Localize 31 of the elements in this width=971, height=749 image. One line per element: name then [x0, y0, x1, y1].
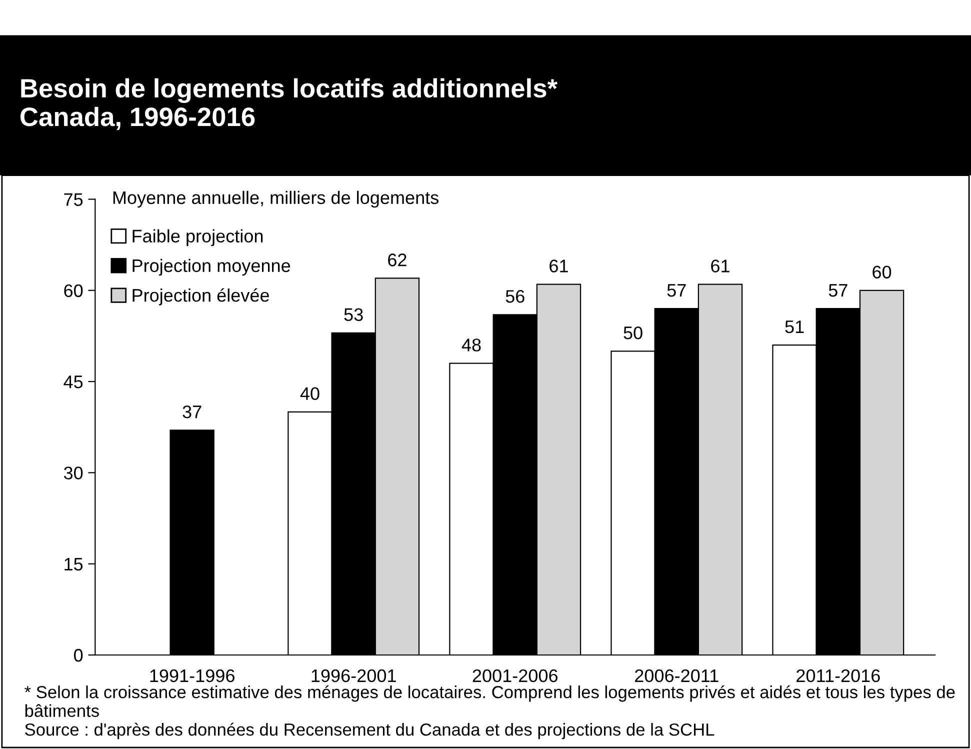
x-tick-label: 1996-2001: [312, 669, 396, 682]
y-tick-label: 0: [74, 648, 83, 662]
data-label: 40: [300, 387, 320, 400]
chart-title: Besoin de logements locatifs additionnels* Canada, 1996-2016: [20, 78, 558, 130]
data-label: 50: [624, 326, 642, 340]
y-axis-title: Moyenne annuelle, milliers de logements: [113, 190, 438, 208]
data-label: 48: [462, 338, 481, 352]
x-tick-label: 2006-2011: [635, 669, 718, 682]
data-label: 51: [785, 320, 804, 334]
data-label: 62: [388, 254, 406, 266]
x-tick-label: 1991-1996: [150, 669, 234, 682]
data-label: 37: [182, 405, 202, 418]
data-label: 61: [550, 260, 568, 272]
source-note: Source : d'après des données du Recensement du Canada et des projections de la SCHL: [25, 722, 714, 740]
data-label: 60: [872, 266, 892, 278]
x-tick-label: 2001-2006: [472, 669, 558, 682]
y-tick-label: 45: [64, 376, 83, 388]
data-label: 57: [667, 284, 686, 297]
y-tick-label: 30: [64, 466, 83, 480]
y-tick-label: 75: [64, 193, 83, 206]
data-label: 56: [506, 290, 524, 303]
data-label: 61: [711, 260, 730, 272]
data-label: 53: [344, 308, 363, 322]
y-tick-label: 60: [64, 284, 83, 298]
legend-label: Projection élevée: [132, 288, 269, 306]
legend-label: Projection moyenne: [132, 258, 290, 276]
text: * Selon la croissance estimative des ménages de locataires. Comprend les logements privés et aidés et tous les types de bâtiments: [24, 685, 955, 717]
y-tick-label: 15: [64, 558, 83, 571]
legend-label: Faible projection: [132, 229, 263, 246]
x-tick-label: 2011-2016: [796, 669, 880, 682]
data-label: 57: [828, 284, 848, 297]
